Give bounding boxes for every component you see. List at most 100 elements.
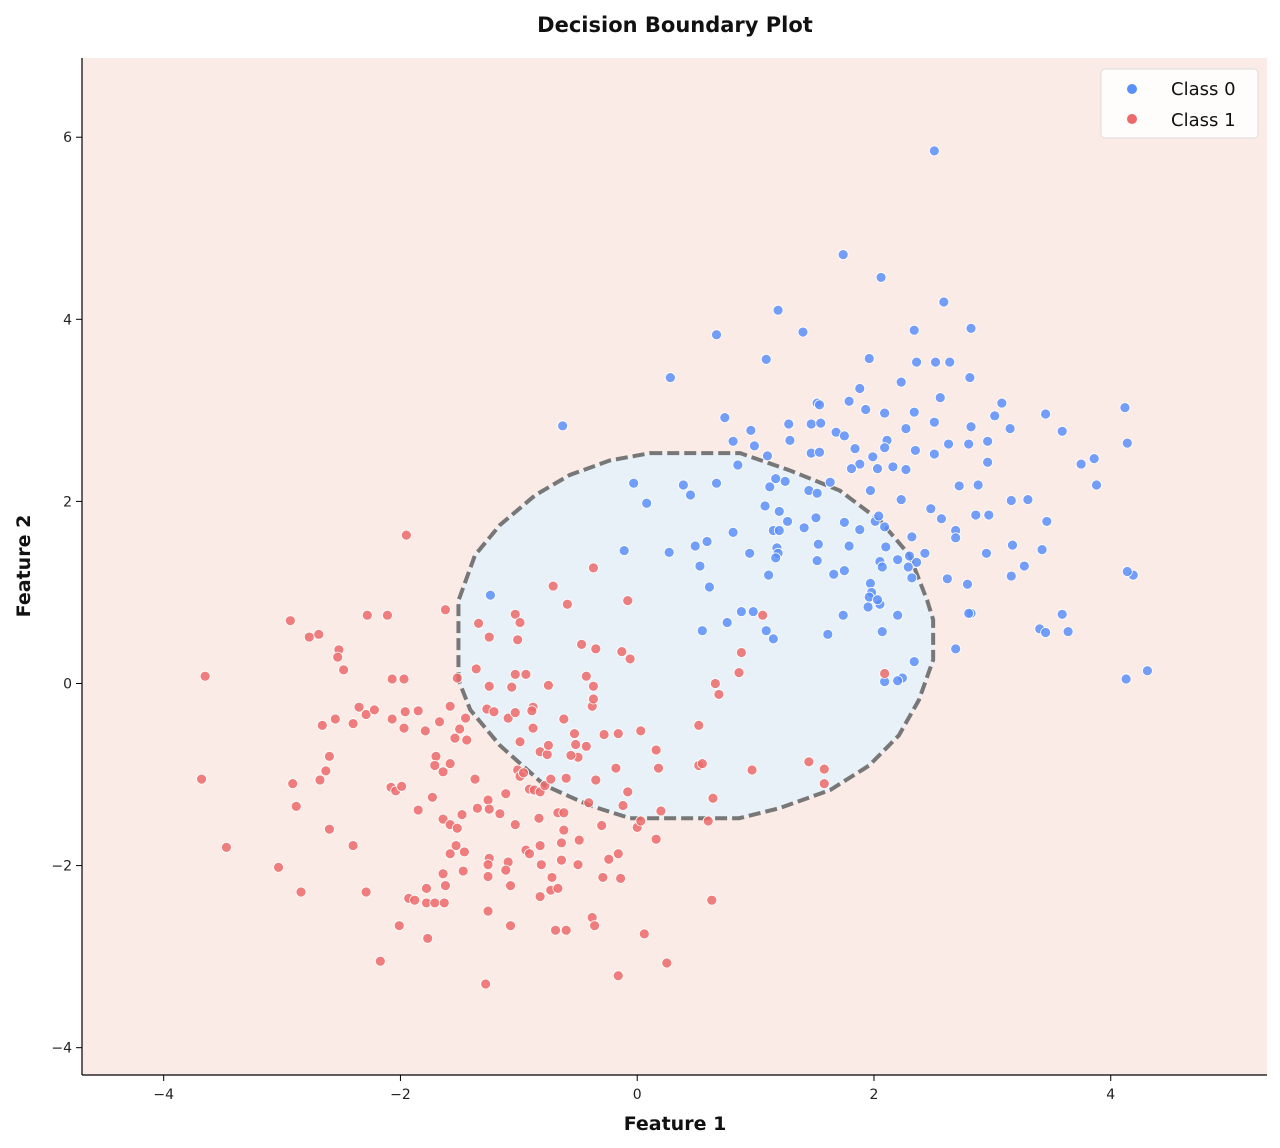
class1-point (422, 933, 434, 944)
class1-point (353, 701, 365, 713)
class1-point (482, 859, 494, 871)
class0-point (872, 463, 883, 475)
class0-point (873, 510, 885, 522)
class1-point (558, 807, 570, 819)
class1-point (612, 728, 624, 739)
class0-point (895, 494, 907, 505)
class0-point (982, 435, 994, 447)
class1-point (393, 920, 405, 932)
class1-point (560, 772, 572, 784)
class1-point (598, 729, 610, 740)
class1-point (547, 580, 559, 592)
class1-point (324, 823, 335, 835)
class0-point (892, 609, 904, 621)
legend-marker-class0 (1127, 84, 1137, 94)
class0-point (1056, 608, 1068, 620)
class1-point (524, 848, 535, 860)
class0-point (641, 497, 653, 509)
class0-point (970, 509, 982, 521)
class1-point (588, 562, 599, 574)
class1-point (437, 813, 449, 825)
class0-point (810, 512, 822, 524)
class0-point (1091, 479, 1102, 491)
class0-point (711, 477, 722, 489)
class1-point (284, 615, 296, 627)
class1-point (612, 970, 624, 982)
class1-point (512, 634, 524, 646)
class0-point (962, 578, 973, 590)
class1-point (440, 604, 451, 616)
class0-point (892, 554, 904, 566)
class1-point (313, 628, 325, 640)
class0-point (1142, 665, 1153, 677)
class0-point (879, 442, 891, 454)
class0-point (749, 440, 760, 452)
class0-point (838, 565, 850, 576)
class1-point (505, 880, 516, 892)
class1-point (396, 780, 408, 792)
class1-point (509, 819, 521, 831)
class1-point (558, 713, 570, 725)
class1-point (316, 719, 328, 731)
class0-point (782, 516, 793, 527)
class1-point (590, 643, 602, 655)
class1-point (483, 803, 495, 815)
class0-point (685, 489, 696, 501)
class1-point (622, 786, 634, 798)
class1-point (386, 673, 398, 685)
class0-point (849, 443, 861, 454)
class0-point (760, 353, 772, 365)
class0-point (764, 481, 776, 493)
class0-point (880, 541, 892, 553)
class0-point (876, 626, 888, 637)
class0-point (822, 628, 834, 640)
class0-point (760, 625, 772, 637)
class0-point (811, 555, 823, 566)
class0-point (938, 296, 950, 308)
class0-point (677, 479, 689, 491)
class0-point (745, 424, 757, 436)
class0-point (943, 438, 954, 450)
class1-point (533, 812, 545, 824)
class0-point (860, 404, 872, 415)
class0-point (828, 568, 840, 580)
class1-point (552, 882, 564, 894)
class0-point (872, 594, 883, 606)
class1-point (482, 794, 494, 806)
class0-point (557, 420, 569, 432)
class1-point (546, 872, 558, 883)
class0-point (1041, 516, 1053, 527)
class0-point (797, 326, 809, 338)
legend-label-class1: Class 1 (1171, 110, 1236, 131)
y-tick-label: 2 (63, 494, 72, 510)
class1-point (412, 804, 424, 816)
class1-point (707, 792, 719, 804)
class1-point (580, 740, 592, 752)
class0-point (711, 329, 722, 341)
class0-point (1040, 408, 1052, 420)
class1-point (818, 778, 830, 790)
class1-point (454, 723, 466, 735)
class1-point (520, 668, 532, 680)
class0-point (837, 249, 849, 261)
class0-point (965, 323, 977, 334)
class0-point (928, 448, 940, 460)
class1-point (526, 705, 538, 717)
class1-point (450, 840, 462, 851)
class0-point (664, 372, 676, 383)
class1-point (480, 978, 492, 990)
class1-point (444, 758, 456, 770)
class1-point (320, 765, 332, 777)
class0-point (981, 547, 992, 559)
class0-point (1121, 566, 1133, 577)
class0-point (805, 418, 817, 430)
class0-point (902, 561, 914, 573)
class1-point (590, 774, 602, 786)
legend: Class 0 Class 1 (1100, 68, 1259, 139)
class1-point (451, 672, 463, 684)
class0-point (972, 479, 984, 491)
x-tick-label: 4 (1106, 1087, 1115, 1103)
class1-point (457, 865, 469, 877)
class0-point (1056, 425, 1068, 437)
